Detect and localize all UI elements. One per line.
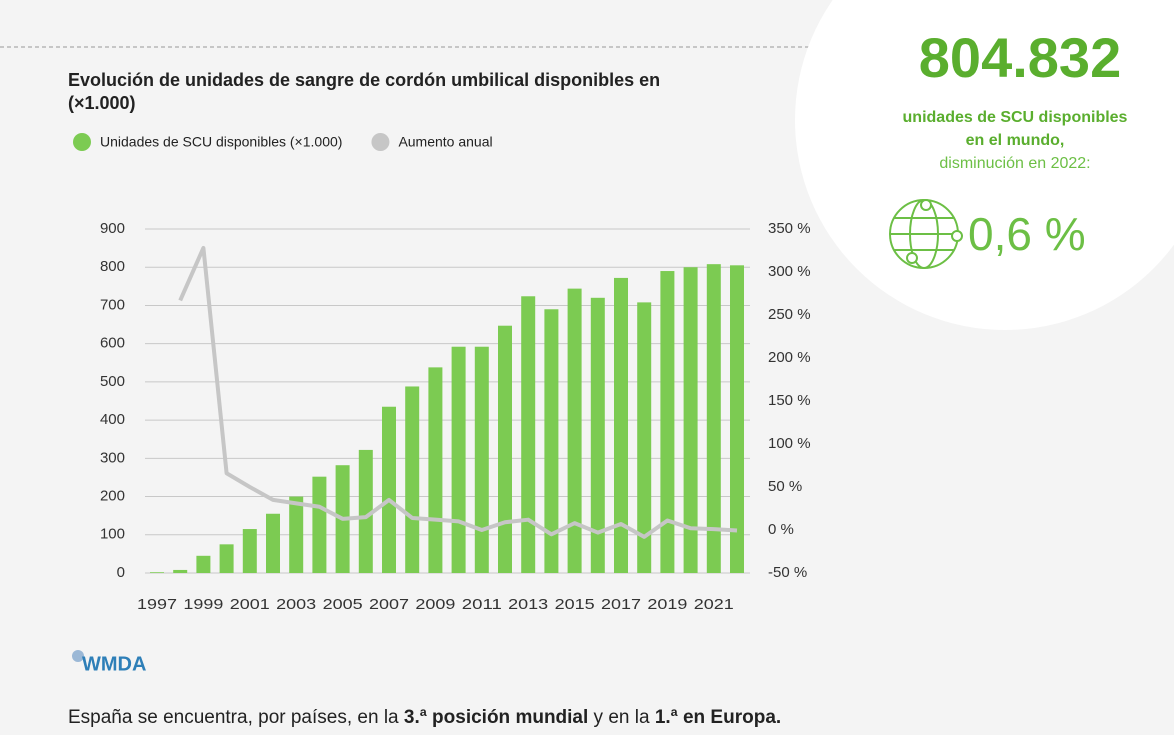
y-tick-label: 900 bbox=[100, 220, 125, 237]
bar bbox=[150, 572, 164, 573]
bar bbox=[614, 277, 628, 573]
highlight-number: 804.832 bbox=[919, 26, 1121, 89]
x-tick-label: 1999 bbox=[183, 596, 223, 613]
x-tick-label: 2011 bbox=[462, 596, 502, 613]
bar bbox=[683, 267, 698, 573]
footer-text: y en la bbox=[588, 707, 655, 728]
highlight-text: unidades de SCU disponibles bbox=[903, 109, 1128, 126]
y-tick-label: 700 bbox=[100, 296, 125, 313]
x-tick-label: 1997 bbox=[137, 596, 177, 613]
line bbox=[178, 245, 738, 539]
y-tick-label: 800 bbox=[100, 258, 125, 275]
y2-tick-label: 350 % bbox=[768, 220, 811, 237]
plot: 0 100 200 300 400 500 600 700 800 900 -50 % 0 % 50 %… bbox=[100, 220, 811, 613]
bar bbox=[428, 367, 443, 573]
x-tick-label: 2015 bbox=[555, 596, 595, 613]
bar bbox=[451, 346, 466, 573]
bar bbox=[567, 288, 582, 573]
legend: Unidades de SCU disponibles (×1.000) Aume… bbox=[73, 133, 493, 151]
x-tick-label: 2005 bbox=[323, 596, 363, 613]
y-tick-label: 0 bbox=[117, 564, 125, 581]
bar bbox=[660, 271, 675, 573]
bar bbox=[358, 449, 373, 573]
x-tick-label: 2017 bbox=[601, 596, 641, 613]
bar bbox=[706, 264, 721, 573]
x-tick-label: 2001 bbox=[230, 596, 270, 613]
legend-swatch bbox=[73, 133, 91, 151]
y2-tick-label: 100 % bbox=[768, 435, 811, 452]
footer-bold: 3.ª posición mundial bbox=[404, 707, 588, 728]
y2-tick-label: -50 % bbox=[768, 564, 807, 581]
x-tick-label: 2013 bbox=[508, 596, 548, 613]
highlight-text: en el mundo, bbox=[966, 132, 1065, 149]
bar bbox=[266, 513, 280, 573]
bar bbox=[312, 476, 327, 573]
x-tick-label: 2007 bbox=[369, 596, 409, 613]
bar bbox=[289, 496, 304, 573]
chart-title: Evolución de unidades de sangre de cordó… bbox=[68, 70, 660, 90]
chart-title: (×1.000) bbox=[68, 93, 136, 113]
bar bbox=[219, 544, 234, 573]
x-tick-label: 2003 bbox=[276, 596, 316, 613]
y-tick-label: 100 bbox=[100, 526, 125, 543]
bar bbox=[730, 265, 744, 573]
legend-label: Aumento anual bbox=[398, 134, 492, 150]
y-tick-label: 300 bbox=[100, 449, 125, 466]
y2-tick-label: 200 % bbox=[768, 349, 811, 366]
bar bbox=[474, 346, 489, 573]
footer-bold: 1.ª en Europa. bbox=[655, 707, 781, 728]
y2-tick-label: 50 % bbox=[768, 478, 802, 495]
bar bbox=[498, 325, 512, 573]
footer-text: España se encuentra, por países, en la bbox=[68, 707, 404, 728]
y2-tick-label: 300 % bbox=[768, 263, 811, 280]
bar bbox=[242, 529, 257, 573]
y-tick-label: 500 bbox=[100, 373, 125, 390]
highlight-text: disminución en 2022: bbox=[939, 155, 1090, 172]
logo-text: WMDA bbox=[82, 653, 146, 675]
highlight-panel: 804.832 unidades de SCU disponibles en e… bbox=[795, 0, 1174, 330]
y2-tick-label: 0 % bbox=[768, 521, 794, 538]
logo-globe bbox=[72, 650, 84, 662]
y-tick-label: 400 bbox=[100, 411, 125, 428]
y-tick-label: 600 bbox=[100, 335, 125, 352]
bar bbox=[521, 296, 536, 573]
y-tick-label: 200 bbox=[100, 488, 125, 505]
bar bbox=[544, 309, 559, 573]
x-tick-label: 2009 bbox=[415, 596, 455, 613]
bar bbox=[590, 297, 605, 573]
legend-label: Unidades de SCU disponibles (×1.000) bbox=[100, 134, 342, 150]
bar bbox=[382, 406, 396, 573]
x-tick-label: 2021 bbox=[694, 596, 734, 613]
y2-tick-label: 250 % bbox=[768, 306, 811, 323]
bar bbox=[173, 569, 188, 573]
footer: España se encuentra, por países, en la 3… bbox=[68, 707, 781, 728]
bar bbox=[196, 555, 211, 573]
highlight-circle bbox=[795, 0, 1174, 330]
bar bbox=[637, 302, 652, 573]
y2-tick-label: 150 % bbox=[768, 392, 811, 409]
bar bbox=[405, 386, 420, 573]
globe-icon bbox=[889, 199, 963, 269]
x-tick-label: 2019 bbox=[647, 596, 687, 613]
legend-swatch bbox=[371, 133, 390, 151]
highlight-change: 0,6 % bbox=[968, 208, 1086, 260]
logo: WMDA bbox=[72, 650, 146, 675]
